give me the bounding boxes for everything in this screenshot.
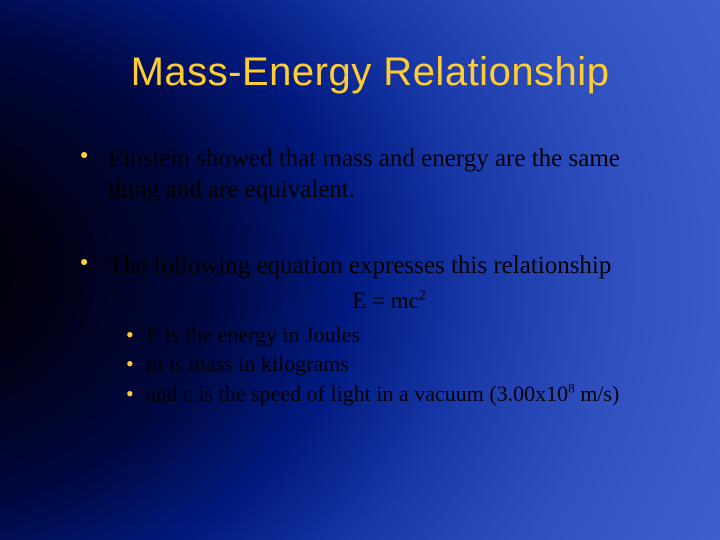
slide-title: Mass-Energy Relationship [70,50,670,95]
sub-bullet-item: E is the energy in Joules [126,320,670,350]
sub-bullet-text: and c is the speed of light in a vacuum … [146,381,619,406]
bullet-text: The following equation expresses this re… [108,252,611,279]
sub-bullet-item: m is mass in kilograms [126,349,670,379]
bullet-item: The following equation expresses this re… [80,250,670,409]
sub-bullet-list: E is the energy in Joules m is mass in k… [108,320,670,409]
main-bullet-list: Einstein showed that mass and energy are… [70,143,670,409]
sub-bullet-item: and c is the speed of light in a vacuum … [126,379,670,409]
bullet-text: Einstein showed that mass and energy are… [108,145,620,203]
equation: E = mc2 [108,287,670,316]
bullet-item: Einstein showed that mass and energy are… [80,143,670,206]
slide: Mass-Energy Relationship Einstein showed… [0,0,720,540]
sub-bullet-text: E is the energy in Joules [146,322,360,347]
sub-bullet-text: m is mass in kilograms [146,351,349,376]
